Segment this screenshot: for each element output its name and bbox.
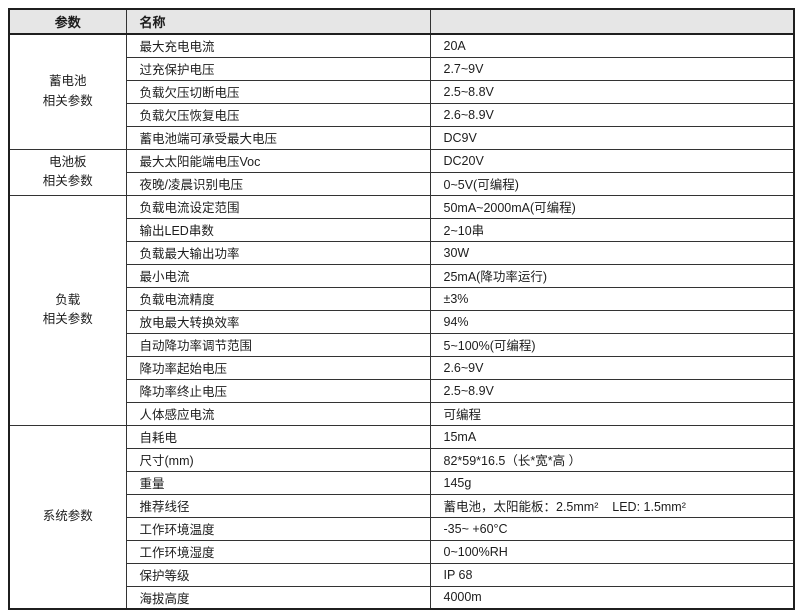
spec-name-cell: 最小电流 <box>125 263 431 288</box>
spec-row: 工作环境湿度 0~100%RH <box>9 539 795 564</box>
spec-name-cell: 工作环境温度 <box>125 516 431 541</box>
spec-value-cell: IP 68 <box>429 562 795 587</box>
spec-row: 负载最大输出功率 30W <box>9 240 795 265</box>
spec-name-cell: 负载欠压切断电压 <box>125 79 431 104</box>
spec-row: 负载 相关参数 负载电流设定范围 50mA~2000mA(可编程) <box>8 194 795 426</box>
spec-value-cell: 2.5~8.8V <box>429 79 795 104</box>
spec-value-cell: 5~100%(可编程) <box>429 332 795 357</box>
spec-value-cell: 蓄电池，太阳能板：2.5mm² LED: 1.5mm² <box>429 493 795 518</box>
header-param: 参数 <box>8 8 127 35</box>
spec-value-cell: 25mA(降功率运行) <box>429 263 795 288</box>
spec-value-cell: DC9V <box>429 125 795 150</box>
spec-value-cell: 2~10串 <box>429 217 795 242</box>
spec-row: 推荐线径 蓄电池，太阳能板：2.5mm² LED: 1.5mm² <box>9 493 795 518</box>
spec-value-cell: ±3% <box>429 286 795 311</box>
spec-row: 尺寸(mm) 82*59*16.5（长*宽*高 ） <box>9 447 795 472</box>
spec-value-cell: 15mA <box>429 424 795 449</box>
spec-row: 降功率起始电压 2.6~9V <box>9 355 795 380</box>
spec-row: 过充保护电压 2.7~9V <box>9 56 795 81</box>
spec-name-cell: 负载最大输出功率 <box>125 240 431 265</box>
spec-row: 人体感应电流 可编程 <box>9 401 795 426</box>
spec-name-cell: 最大太阳能端电压Voc <box>125 148 431 173</box>
spec-name-cell: 人体感应电流 <box>125 401 431 426</box>
spec-value-cell: 2.7~9V <box>429 56 795 81</box>
header-name: 名称 <box>125 8 431 35</box>
header-value <box>429 8 795 35</box>
spec-row: 电池板 相关参数 最大太阳能端电压Voc DC20V <box>8 148 795 196</box>
spec-row: 最小电流 25mA(降功率运行) <box>9 263 795 288</box>
spec-row: 重量 145g <box>9 470 795 495</box>
param-group-cell: 系统参数 <box>8 424 127 610</box>
param-group-line: 负载 <box>55 292 81 307</box>
spec-row: 工作环境温度 -35~ +60°C <box>9 516 795 541</box>
param-group-line: 相关参数 <box>42 93 93 108</box>
spec-name-cell: 负载电流设定范围 <box>125 194 431 219</box>
spec-row: 放电最大转换效率 94% <box>9 309 795 334</box>
spec-value-cell: 2.5~8.9V <box>429 378 795 403</box>
spec-name-cell: 蓄电池端可承受最大电压 <box>125 125 431 150</box>
spec-name-cell: 负载电流精度 <box>125 286 431 311</box>
spec-value-cell: 82*59*16.5（长*宽*高 ） <box>429 447 795 472</box>
spec-table-body: 蓄电池 相关参数 最大充电电流 20A 过充保护电压 2.7~9V 负载欠压切断电压 2.5~… <box>8 33 795 610</box>
spec-row: 蓄电池端可承受最大电压 DC9V <box>9 125 795 150</box>
spec-value-cell: 145g <box>429 470 795 495</box>
spec-name-cell: 重量 <box>125 470 431 495</box>
spec-value-cell: 20A <box>429 33 795 58</box>
spec-name-cell: 夜晚/凌晨识别电压 <box>125 171 431 196</box>
spec-name-cell: 工作环境湿度 <box>125 539 431 564</box>
spec-row: 海拔高度 4000m <box>9 585 795 610</box>
spec-value-cell: 94% <box>429 309 795 334</box>
spec-value-cell: 30W <box>429 240 795 265</box>
spec-row: 负载欠压切断电压 2.5~8.8V <box>9 79 795 104</box>
spec-row: 负载电流精度 ±3% <box>9 286 795 311</box>
spec-name-cell: 降功率终止电压 <box>125 378 431 403</box>
param-group-line: 相关参数 <box>42 174 93 188</box>
spec-name-cell: 降功率起始电压 <box>125 355 431 380</box>
spec-value-cell: 0~5V(可编程) <box>429 171 795 196</box>
param-group-line: 电池板 <box>48 154 87 169</box>
spec-name-cell: 过充保护电压 <box>125 56 431 81</box>
spec-row: 输出LED串数 2~10串 <box>9 217 795 242</box>
spec-name-cell: 保护等级 <box>125 562 431 587</box>
spec-row: 自动降功率调节范围 5~100%(可编程) <box>9 332 795 357</box>
spec-name-cell: 海拔高度 <box>125 585 431 610</box>
param-group-cell: 蓄电池 相关参数 <box>8 33 127 150</box>
spec-row: 降功率终止电压 2.5~8.9V <box>9 378 795 403</box>
spec-value-cell: DC20V <box>429 148 795 173</box>
spec-value-cell: 0~100%RH <box>429 539 795 564</box>
spec-value-cell: 2.6~9V <box>429 355 795 380</box>
spec-value-cell: -35~ +60°C <box>429 516 795 541</box>
header-row: 参数 名称 <box>8 8 795 35</box>
spec-row: 系统参数 自耗电 15mA <box>8 424 795 610</box>
spec-row: 蓄电池 相关参数 最大充电电流 20A <box>8 33 795 150</box>
spec-name-cell: 输出LED串数 <box>125 217 431 242</box>
param-group-line: 相关参数 <box>42 312 93 326</box>
param-group-line: 蓄电池 <box>48 74 87 89</box>
spec-row: 夜晚/凌晨识别电压 0~5V(可编程) <box>9 171 795 196</box>
spec-name-cell: 负载欠压恢复电压 <box>125 102 431 127</box>
spec-value-cell: 50mA~2000mA(可编程) <box>429 194 795 219</box>
spec-name-cell: 自耗电 <box>125 424 431 449</box>
spec-name-cell: 最大充电电流 <box>125 33 431 58</box>
spec-name-cell: 尺寸(mm) <box>125 447 431 472</box>
spec-row: 负载欠压恢复电压 2.6~8.9V <box>9 102 795 127</box>
spec-name-cell: 自动降功率调节范围 <box>125 332 431 357</box>
spec-table: 参数 名称 蓄电池 相关参数 最大充电电流 20A 过充保护电压 2.7~9V 负载欠压切断… <box>8 8 795 610</box>
spec-value-cell: 4000m <box>429 585 795 610</box>
spec-name-cell: 放电最大转换效率 <box>125 309 431 334</box>
param-group-cell: 负载 相关参数 <box>8 194 127 426</box>
spec-row: 保护等级 IP 68 <box>9 562 795 587</box>
spec-name-cell: 推荐线径 <box>125 493 431 518</box>
spec-value-cell: 2.6~8.9V <box>429 102 795 127</box>
param-group-cell: 电池板 相关参数 <box>8 148 127 196</box>
param-group-line: 系统参数 <box>42 509 93 524</box>
spec-value-cell: 可编程 <box>429 401 795 426</box>
